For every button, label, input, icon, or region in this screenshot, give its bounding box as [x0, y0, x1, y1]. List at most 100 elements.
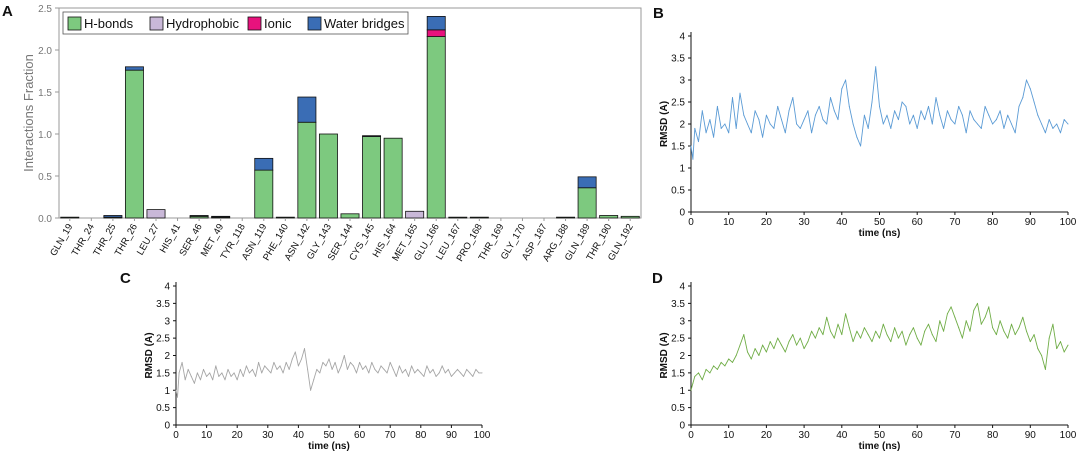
rmsd-point: [950, 306, 952, 308]
rmsd-point: [841, 88, 843, 90]
y-tick-label: 2: [679, 120, 685, 131]
rmsd-point: [472, 375, 474, 377]
chart-a-ylabel: Interactions Fraction: [21, 54, 36, 172]
x-tick-label: 40: [293, 430, 305, 441]
rmsd-point: [879, 337, 880, 339]
x-tick-label: 50: [874, 430, 886, 441]
rmsd-point: [773, 348, 775, 350]
rmsd-point: [777, 337, 779, 339]
rmsd-point: [1014, 132, 1016, 134]
bar-hbonds-asn_142: [297, 121, 317, 219]
rmsd-point: [264, 365, 266, 367]
rmsd-point: [261, 372, 263, 374]
rmsd-point: [848, 105, 850, 107]
rmsd-point: [690, 389, 692, 391]
rmsd-point: [1067, 123, 1069, 125]
rmsd-point: [784, 351, 786, 353]
panel-label-c: C: [120, 270, 131, 287]
rmsd-point: [852, 341, 854, 343]
legend-swatch-ionic: [247, 16, 262, 31]
rmsd-point: [792, 334, 794, 336]
rmsd-point: [328, 358, 330, 360]
x-tick-label: 50: [323, 430, 335, 441]
rmsd-point: [720, 127, 722, 129]
rmsd-point: [716, 368, 718, 370]
rmsd-point: [935, 97, 937, 99]
rmsd-point: [1052, 127, 1054, 129]
x-tick-label: 30: [799, 217, 811, 228]
rmsd-point: [1048, 119, 1050, 121]
bar-water-cys_145: [362, 135, 382, 137]
rmsd-point: [273, 361, 275, 363]
rmsd-point: [426, 365, 428, 367]
chart-a: 0.0 0.5 1.0 1.5 2.0 2.5 GLN_19THR_24THR_25THR…: [21, 4, 642, 264]
rmsd-point: [928, 323, 929, 325]
rmsd-point: [337, 372, 339, 374]
rmsd-point: [193, 382, 195, 384]
rmsd-point: [365, 365, 367, 367]
rmsd-point: [398, 365, 400, 367]
rmsd-point: [799, 337, 801, 339]
chart-a-legend: H-bonds Hydrophobic Ionic Water bridges: [62, 11, 409, 35]
rmsd-point: [1041, 355, 1043, 356]
y-tick-label: 2.5: [38, 4, 52, 15]
rmsd-point: [423, 375, 425, 377]
rmsd-point: [890, 127, 892, 129]
rmsd-point: [995, 119, 997, 121]
rmsd-point: [1033, 334, 1035, 336]
rmsd-point: [444, 372, 446, 374]
x-tick-label: 60: [912, 217, 924, 228]
rmsd-point: [441, 365, 443, 367]
rmsd-point: [894, 327, 896, 329]
bar-water-asn_142: [297, 96, 317, 123]
rmsd-point: [852, 123, 854, 125]
rmsd-point: [905, 344, 907, 346]
y-tick-label: 1.5: [38, 88, 52, 99]
x-tick-label: 90: [1025, 217, 1037, 228]
y-tick-label: 0: [164, 421, 170, 432]
rmsd-point: [435, 375, 437, 377]
legend-swatch-hydrophobic: [149, 16, 164, 31]
x-tick-label: 80: [987, 217, 999, 228]
rmsd-point: [447, 368, 449, 370]
rmsd-point: [788, 341, 790, 343]
rmsd-series-line: [175, 348, 482, 398]
rmsd-point: [837, 119, 839, 121]
rmsd-point: [705, 368, 707, 370]
rmsd-point: [814, 114, 816, 116]
rmsd-point: [845, 79, 847, 81]
y-tick-label: 2: [679, 351, 685, 362]
rmsd-point: [294, 351, 296, 353]
rmsd-point: [882, 123, 884, 125]
rmsd-point: [943, 330, 945, 332]
y-tick-label: 3: [164, 316, 170, 327]
bar-ionic-glu_166: [426, 29, 446, 37]
rmsd-point: [743, 334, 745, 336]
rmsd-point: [713, 136, 715, 138]
bar-water-thr_26: [124, 66, 144, 71]
rmsd-point: [334, 361, 336, 363]
y-tick-label: 0.5: [38, 172, 52, 183]
rmsd-point: [920, 110, 922, 112]
rmsd-point: [1052, 323, 1054, 325]
rmsd-point: [984, 316, 986, 318]
bar-hbonds-thr_26: [124, 69, 144, 219]
rmsd-point: [999, 110, 1001, 112]
rmsd-point: [429, 372, 431, 374]
rmsd-point: [692, 158, 694, 160]
rmsd-point: [856, 136, 858, 138]
rmsd-point: [973, 119, 975, 121]
rmsd-point: [807, 341, 809, 343]
rmsd-point: [196, 372, 198, 374]
rmsd-point: [343, 355, 345, 356]
rmsd-point: [739, 92, 741, 94]
rmsd-point: [765, 351, 767, 353]
rmsd-point: [469, 372, 471, 374]
x-tick-label: 60: [912, 430, 924, 441]
rmsd-point: [245, 365, 247, 367]
rmsd-point: [867, 334, 869, 336]
rmsd-point: [732, 361, 733, 363]
rmsd-point: [190, 375, 192, 377]
rmsd-point: [754, 348, 756, 350]
x-axis-title: time (ns): [859, 441, 901, 452]
